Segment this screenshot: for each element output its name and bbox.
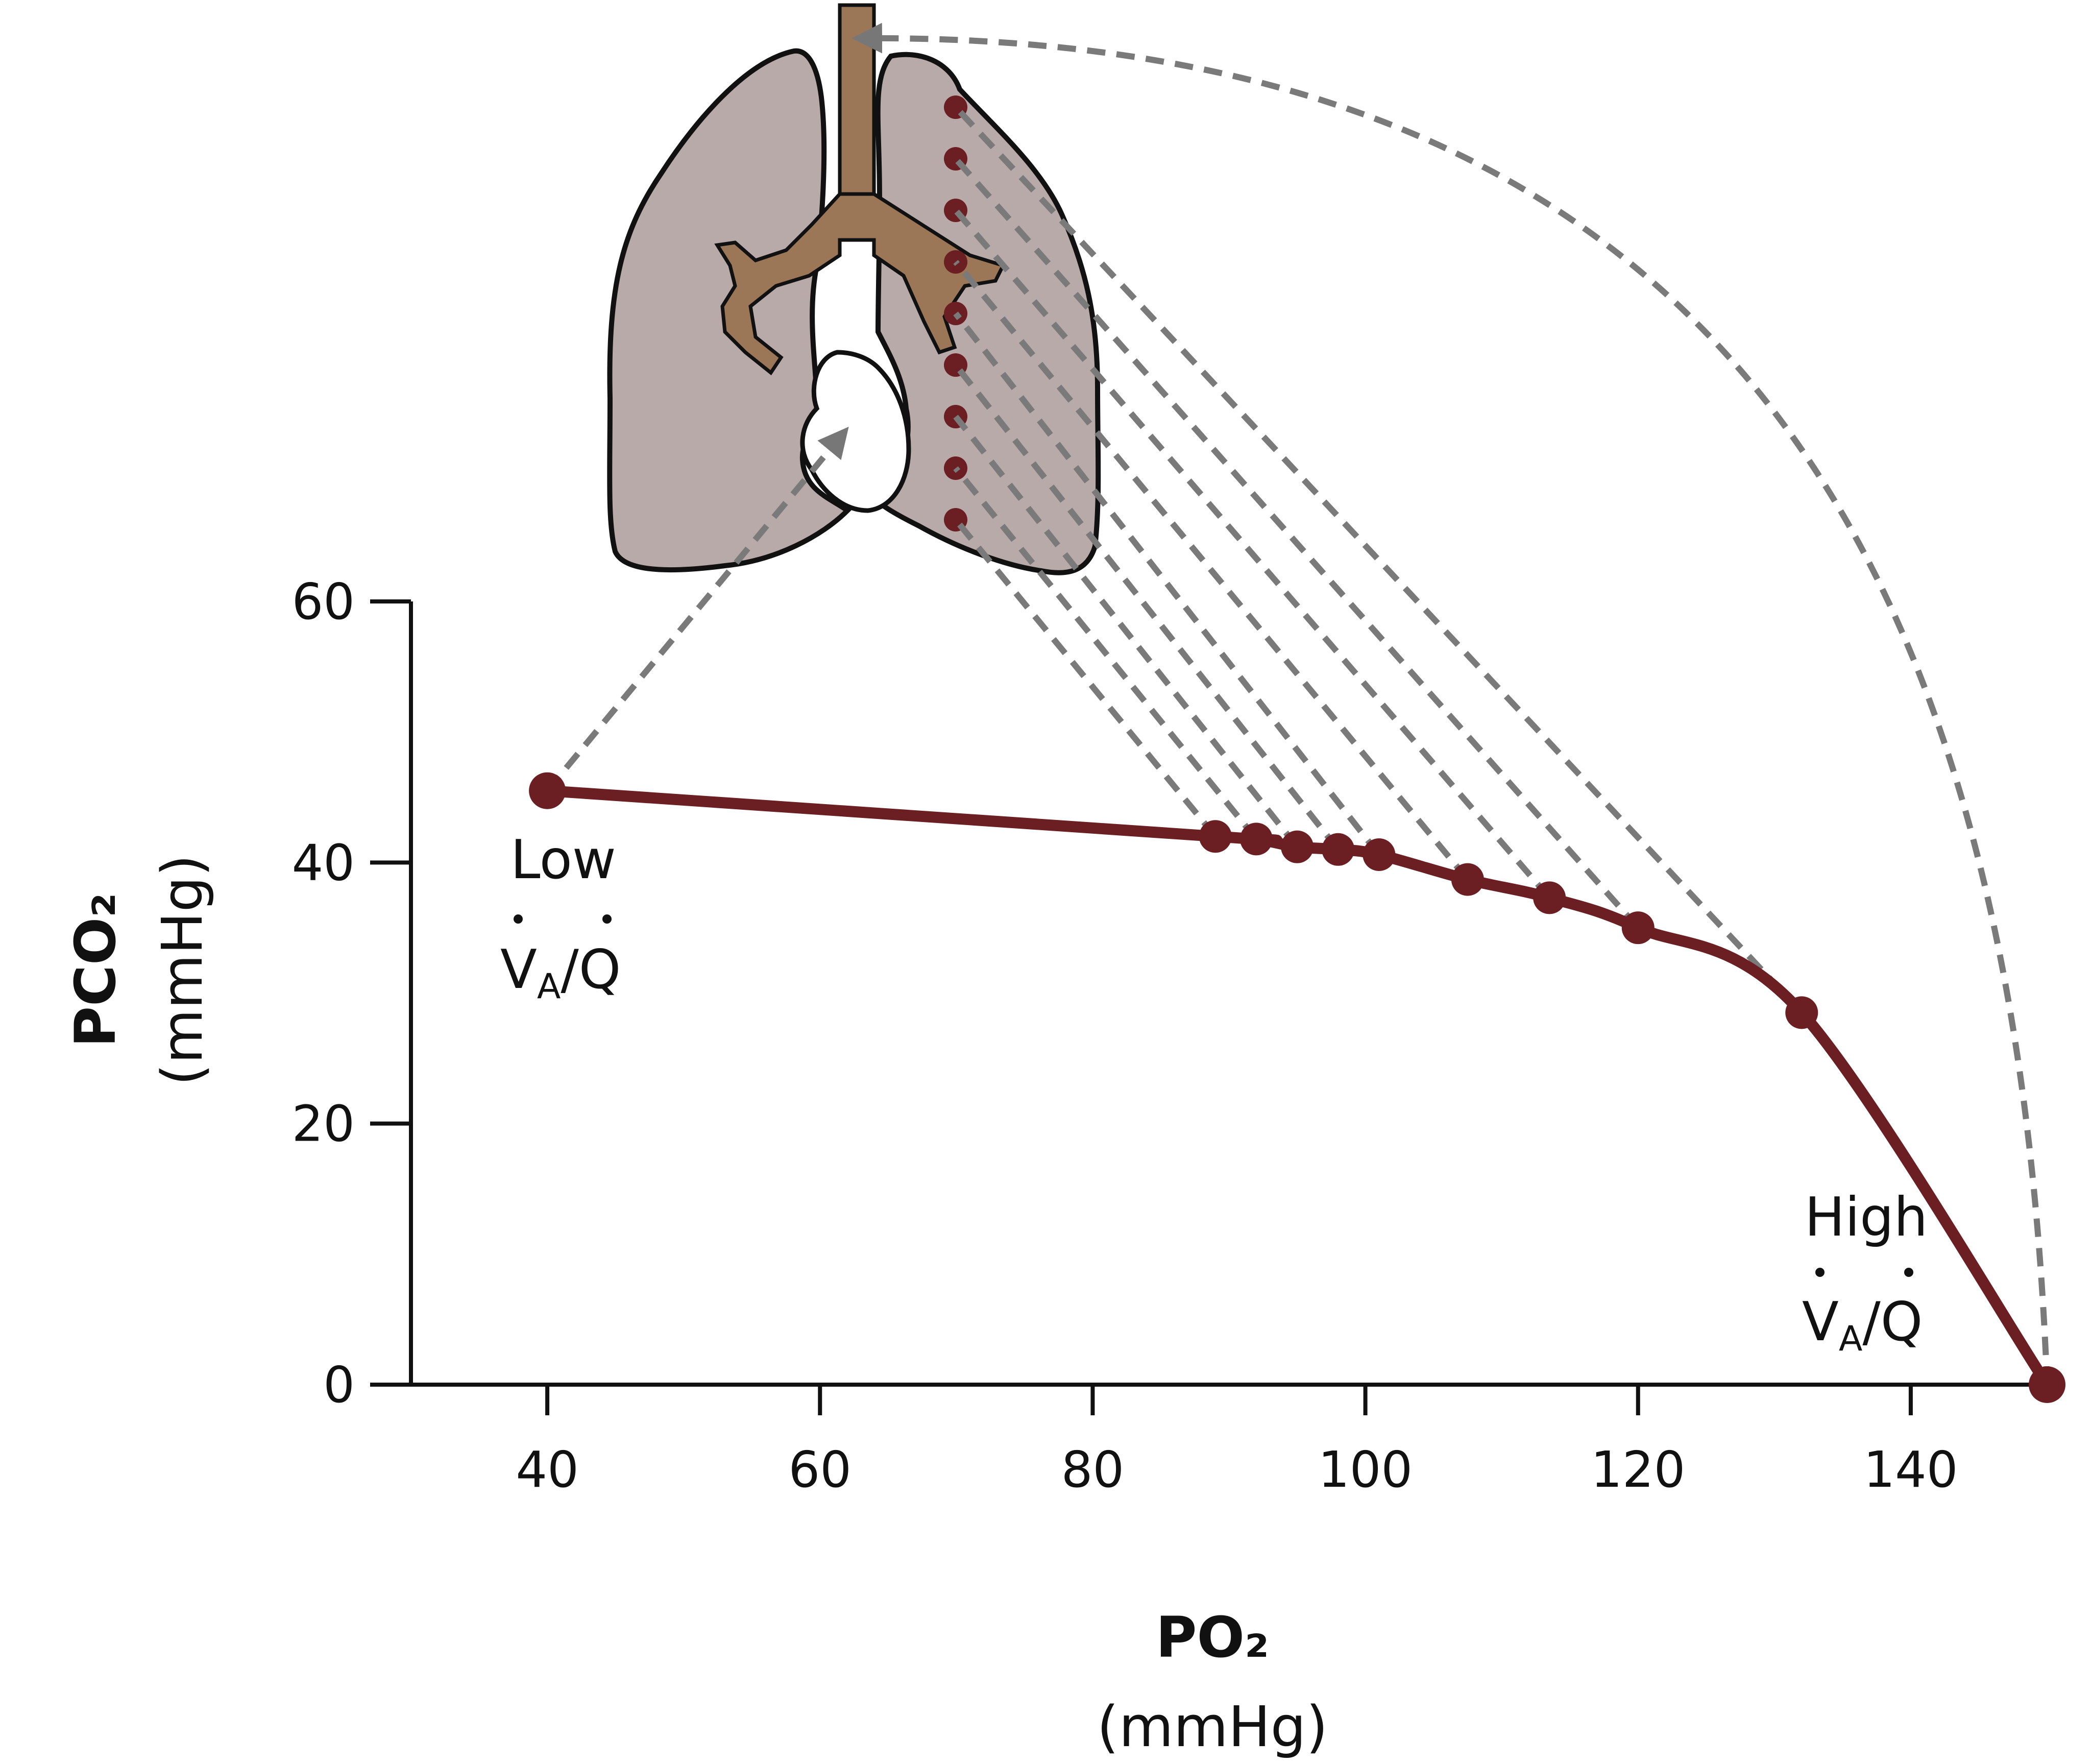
- connector-line: [953, 415, 1300, 849]
- data-point: [1785, 996, 1818, 1029]
- connector-line: [953, 157, 1641, 930]
- low-va-q-label: VA/Q: [500, 938, 621, 1007]
- y-tick-label: 0: [323, 1356, 355, 1414]
- slash: /: [561, 938, 579, 1001]
- high-va-q-annotation: High VA/Q: [1802, 1186, 1928, 1359]
- data-point: [1533, 881, 1566, 914]
- x-tick-label: 60: [789, 1441, 852, 1499]
- bronchi-icon: [714, 192, 1006, 376]
- x-ticks: 40 60 80 100 120 140: [516, 1385, 1958, 1499]
- y-axis-unit: (mmHg): [150, 855, 215, 1086]
- trachea-left-icon: [838, 3, 876, 199]
- x-tick-label: 80: [1061, 1441, 1124, 1499]
- y-ticks: 0 20 40 60: [292, 573, 411, 1414]
- data-point: [1621, 911, 1655, 945]
- high-label: High: [1805, 1186, 1928, 1248]
- connector-line: [953, 466, 1259, 841]
- connector-line: [953, 363, 1341, 852]
- data-point: [2029, 1366, 2065, 1403]
- left-lung-icon: [864, 52, 1101, 575]
- y-tick-label: 40: [292, 834, 355, 891]
- high-to-trachea-arrow: [852, 22, 2050, 1385]
- high-va-q-label: VA/Q: [1802, 1291, 1923, 1359]
- slash: /: [1862, 1291, 1881, 1353]
- q-symbol: Q: [1881, 1291, 1923, 1353]
- x-tick-label: 100: [1318, 1441, 1413, 1499]
- connector-line: [953, 518, 1218, 839]
- y-tick-label: 60: [292, 573, 355, 631]
- connector-line: [953, 311, 1382, 857]
- va-dot-above: [514, 914, 523, 924]
- x-tick-label: 140: [1863, 1441, 1958, 1499]
- va-subscript: A: [537, 966, 561, 1007]
- data-point: [1281, 830, 1314, 863]
- q-dot-above: [1904, 1268, 1913, 1277]
- va-subscript: A: [1839, 1319, 1863, 1359]
- data-point: [1239, 823, 1273, 856]
- q-dot-above: [602, 914, 612, 924]
- connector-line: [953, 260, 1470, 882]
- x-tick-label: 120: [1591, 1441, 1685, 1499]
- low-va-q-annotation: Low VA/Q: [500, 829, 621, 1007]
- va-dot-above: [1815, 1268, 1825, 1277]
- low-label: Low: [510, 829, 616, 891]
- data-point: [1199, 820, 1232, 853]
- y-axis-title: PCO₂: [63, 892, 128, 1047]
- connector-line: [953, 208, 1552, 900]
- data-point: [1363, 838, 1396, 871]
- connector-arrows: [545, 22, 2050, 1385]
- data-point: [1322, 833, 1355, 866]
- low-to-heart-arrow: [545, 426, 849, 793]
- lungs-heart-icon: [607, 3, 1101, 575]
- x-axis-unit: (mmHg): [1097, 1694, 1328, 1759]
- x-tick-label: 40: [516, 1441, 578, 1499]
- x-axis-title: PO₂: [1156, 1605, 1269, 1670]
- data-points: [529, 772, 2065, 1403]
- q-symbol: Q: [579, 938, 621, 1001]
- heart-icon: [800, 350, 911, 513]
- va-symbol: V: [500, 938, 537, 1001]
- axes: 40 60 80 100 120 140 0 20 40 60: [292, 573, 2047, 1499]
- y-tick-label: 20: [292, 1095, 355, 1153]
- va-symbol: V: [1802, 1291, 1839, 1353]
- data-point: [1451, 863, 1484, 896]
- data-point: [529, 772, 566, 809]
